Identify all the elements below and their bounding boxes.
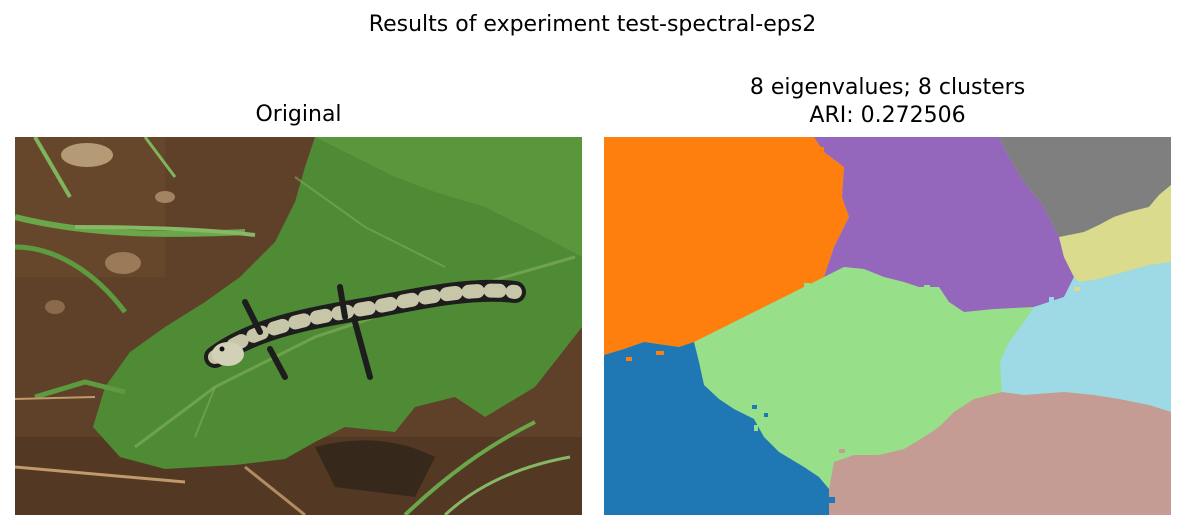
segmentation-map-svg [604, 137, 1171, 515]
gray-segment [999, 137, 1171, 237]
grass-blade [15, 244, 127, 314]
grass-blade [74, 225, 256, 237]
original-photo-svg [15, 137, 582, 515]
grass-blade [443, 455, 571, 515]
salamander [204, 279, 526, 380]
segmentation-image [604, 137, 1171, 515]
pebble [45, 300, 65, 314]
olive-segment [1059, 185, 1171, 282]
rosybrown-segment [829, 392, 1171, 515]
original-image [15, 137, 582, 515]
leaf-vein [194, 386, 216, 438]
orange-segment [604, 137, 849, 355]
grass-blade [15, 214, 246, 237]
twig [15, 465, 186, 484]
segmentation-title-line2: ARI: 0.272506 [809, 103, 966, 128]
leaf-highlight [315, 137, 582, 257]
grass-blade [143, 137, 177, 178]
figure-suptitle: Results of experiment test-spectral-eps2 [368, 12, 817, 37]
leaf-shadow [315, 440, 435, 497]
purple-segment [814, 137, 1074, 312]
grass-blade [33, 137, 72, 199]
leaf-vein [294, 176, 446, 268]
segmentation-title-line1: 8 eigenvalues; 8 clusters [749, 75, 1026, 100]
pebble [105, 252, 141, 274]
twig [15, 396, 96, 400]
lightblue-segment [1000, 262, 1171, 412]
segmentation-title: 8 eigenvalues; 8 clusters ARI: 0.272506 [604, 74, 1171, 130]
grass-blade [34, 379, 126, 400]
twig [244, 465, 306, 515]
grass-blade [403, 420, 536, 515]
original-title: Original [255, 102, 342, 127]
boundary-speckles [626, 147, 1080, 503]
blue-segment [604, 342, 829, 515]
pebble [61, 143, 113, 167]
pebble [155, 191, 175, 203]
